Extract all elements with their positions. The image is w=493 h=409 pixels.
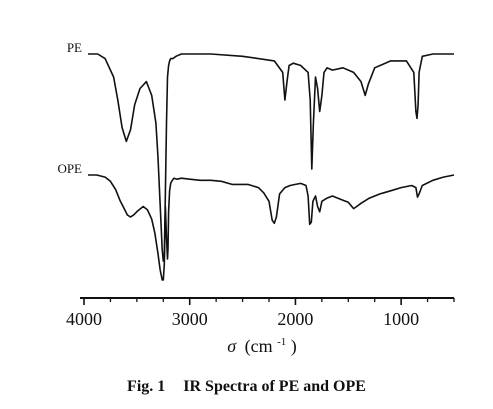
x-axis-unit-exponent: -1 <box>277 336 286 348</box>
series-label-layer: PE OPE <box>57 40 82 176</box>
x-axis-symbol: σ <box>227 336 237 356</box>
series-layer <box>88 53 455 281</box>
x-tick-label: 3000 <box>172 309 208 329</box>
x-axis: 4000 3000 2000 1000 <box>66 297 455 329</box>
caption-text: IR Spectra of PE and OPE <box>183 378 366 395</box>
series-line-ope <box>88 174 455 281</box>
figure-caption: Fig. 1 IR Spectra of PE and OPE <box>0 378 493 396</box>
x-axis-close-paren: ) <box>291 336 297 357</box>
x-axis-unit: (cm <box>245 336 273 357</box>
caption-figure-number: Fig. 1 <box>127 378 166 395</box>
x-axis-title: σ (cm -1 ) <box>227 329 297 357</box>
series-line-pe <box>88 53 454 262</box>
series-label-pe: PE <box>67 40 82 55</box>
x-tick-label: 2000 <box>277 309 313 329</box>
x-tick-label: 4000 <box>66 309 102 329</box>
series-label-ope: OPE <box>57 161 82 176</box>
x-tick-label: 1000 <box>383 309 419 329</box>
